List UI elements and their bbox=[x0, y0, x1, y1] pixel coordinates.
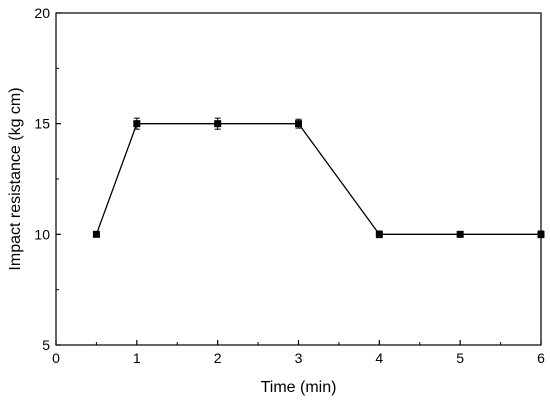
data-point bbox=[92, 230, 100, 238]
y-axis-title: Impact resistance (kg cm) bbox=[7, 87, 24, 270]
y-tick-label: 20 bbox=[34, 5, 50, 21]
x-tick-label: 6 bbox=[537, 350, 545, 366]
x-tick-label: 5 bbox=[456, 350, 464, 366]
x-tick-label: 3 bbox=[295, 350, 303, 366]
plot-area: 0 1 2 3 4 5 6 5 10 15 20 bbox=[34, 5, 545, 366]
data-point bbox=[295, 120, 302, 128]
y-tick-label: 10 bbox=[34, 226, 50, 242]
series-line bbox=[95, 123, 541, 235]
data-point bbox=[214, 120, 222, 128]
x-tick-label: 1 bbox=[133, 350, 141, 366]
data-point bbox=[133, 120, 141, 128]
data-point bbox=[375, 230, 383, 238]
x-axis-title: Time (min) bbox=[261, 379, 337, 396]
y-tick-label: 5 bbox=[42, 337, 50, 353]
x-tick-label: 2 bbox=[214, 350, 222, 366]
plot-frame bbox=[55, 12, 542, 346]
x-tick-label: 4 bbox=[375, 350, 383, 366]
y-tick-label: 15 bbox=[34, 116, 50, 132]
data-point bbox=[456, 230, 464, 238]
x-tick-label: 0 bbox=[52, 350, 60, 366]
data-point bbox=[537, 230, 545, 238]
